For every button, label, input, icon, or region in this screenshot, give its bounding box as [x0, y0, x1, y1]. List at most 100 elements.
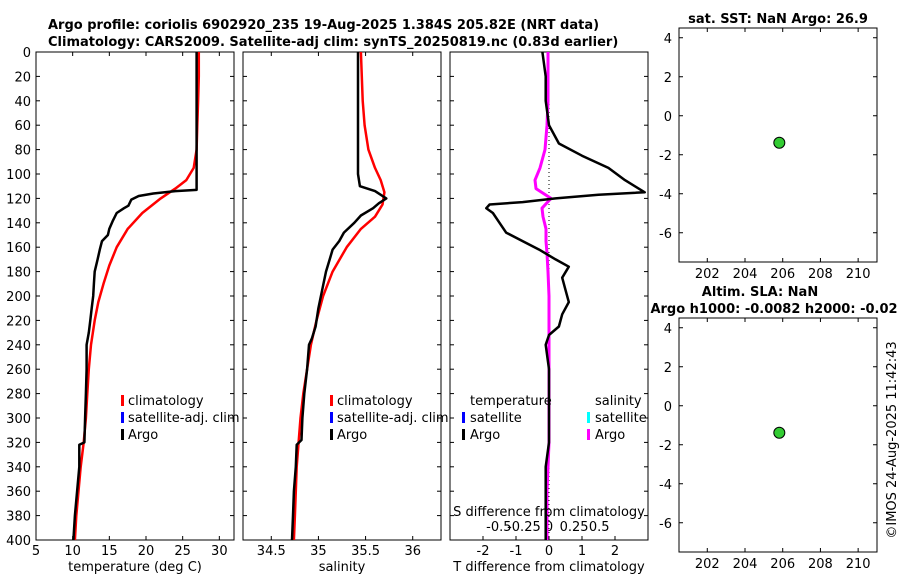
legend-argo-s-swatch	[587, 429, 590, 440]
legend-satellite-label: satellite-adj. clim	[337, 411, 449, 426]
temperature-plot: 0 20 40 60 80 100 120 140 160 180 200 220 240 260 280 3…	[6, 46, 234, 559]
depth-tick-label: 160	[6, 241, 31, 256]
legend-satellite-swatch	[121, 412, 124, 423]
y-tick-label: 2	[664, 361, 672, 376]
profile-location-marker	[773, 426, 786, 439]
legend-climatology-swatch	[330, 395, 333, 406]
depth-tick-label: 260	[6, 363, 31, 378]
depth-tick-label: 220	[6, 314, 31, 329]
x-tick-label: 204	[733, 267, 758, 282]
y-tick-label: 0	[664, 400, 672, 415]
sla-axes	[678, 317, 878, 553]
depth-tick-label: 400	[6, 534, 31, 549]
depth-tick-label: 0	[23, 46, 31, 61]
y-tick-label: -2	[659, 149, 672, 164]
y-tick-label: 0	[664, 110, 672, 125]
x-tick-label: 35	[310, 544, 327, 559]
depth-tick-label: 60	[14, 119, 31, 134]
s-tick-label: 0	[545, 520, 553, 535]
depth-tick-label: 280	[6, 388, 31, 403]
s-tick-label: 0.5	[589, 520, 610, 535]
legend-climatology-swatch	[121, 395, 124, 406]
profile-location-marker	[773, 136, 786, 149]
x-tick-label: 35.5	[351, 544, 380, 559]
depth-tick-label: 360	[6, 485, 31, 500]
legend-argo-t-label: Argo	[470, 428, 500, 443]
y-tick-label: 4	[664, 322, 672, 337]
legend-satellite-label: satellite-adj. clim	[128, 411, 240, 426]
series-argo-line	[72, 52, 198, 541]
temperature-axes	[35, 51, 235, 541]
x-tick-label: 210	[846, 267, 871, 282]
depth-tick-label: 320	[6, 436, 31, 451]
x-tick-label: -2	[477, 544, 490, 559]
depth-tick-label: 200	[6, 290, 31, 305]
depth-tick-label: 20	[14, 70, 31, 85]
x-tick-label: 210	[846, 557, 871, 572]
depth-tick-label: 120	[6, 192, 31, 207]
y-tick-label: 2	[664, 71, 672, 86]
y-tick-label: -6	[659, 227, 672, 242]
x-tick-label: 34.5	[257, 544, 286, 559]
x-tick-label: 2	[611, 544, 619, 559]
x-tick-label: 0	[545, 544, 553, 559]
temperature-xlabel: temperature (deg C)	[68, 560, 202, 575]
sst-axes	[678, 27, 878, 263]
x-tick-label: 25	[174, 544, 191, 559]
x-tick-label: 206	[770, 267, 795, 282]
x-tick-label: 206	[770, 557, 795, 572]
x-tick-label: 5	[32, 544, 40, 559]
legend-climatology-label: climatology	[337, 394, 413, 409]
imos-watermark: ©IMOS 24-Aug-2025 11:42:43	[885, 341, 900, 538]
legend-satellite-s-label: satellite	[595, 411, 647, 426]
series-argo-temperature-line	[485, 51, 646, 540]
legend-argo-t-swatch	[462, 429, 465, 440]
y-tick-label: 4	[664, 32, 672, 47]
x-tick-label: -1	[510, 544, 523, 559]
difference-plot: -2 -1 0 1 2 -0.5-0.25 0 0.25 0.5	[450, 51, 648, 559]
sla-title-1: Altim. SLA: NaN	[702, 285, 818, 300]
x-tick-label: 1	[578, 544, 586, 559]
y-tick-label: -6	[659, 517, 672, 532]
legend-satellite-t-swatch	[462, 412, 465, 423]
legend-satellite-swatch	[330, 412, 333, 423]
y-tick-label: -2	[659, 439, 672, 454]
depth-tick-label: 40	[14, 95, 31, 110]
legend-argo-label: Argo	[337, 428, 367, 443]
depth-tick-label: 80	[14, 144, 31, 159]
depth-tick-label: 300	[6, 412, 31, 427]
x-tick-label: 10	[64, 544, 81, 559]
x-tick-label: 202	[695, 267, 720, 282]
legend-satellite-t-label: satellite	[470, 411, 522, 426]
x-tick-label: 204	[733, 557, 758, 572]
depth-tick-label: 340	[6, 461, 31, 476]
y-tick-label: -4	[659, 188, 672, 203]
legend-argo-swatch	[121, 429, 124, 440]
legend-argo-s-label: Argo	[595, 428, 625, 443]
sla-title-2: Argo h1000: -0.0082 h2000: -0.02	[650, 302, 897, 317]
salinity-plot: 34.5 35 35.5 36	[243, 51, 441, 559]
difference-top-label: S difference from climatology	[453, 505, 645, 520]
x-tick-label: 20	[138, 544, 155, 559]
x-tick-label: 15	[101, 544, 118, 559]
difference-xlabel: T difference from climatology	[452, 560, 645, 575]
s-tick-label: -0.5	[486, 520, 511, 535]
series-climatology-line	[292, 51, 386, 541]
title-line-1: Argo profile: coriolis 6902920_235 19-Au…	[48, 18, 599, 33]
title-line-2: Climatology: CARS2009. Satellite-adj cli…	[48, 35, 618, 50]
sst-title: sat. SST: NaN Argo: 26.9	[688, 12, 868, 27]
depth-tick-label: 380	[6, 510, 31, 525]
sla-plot: 202 204 206 208 210 -6 -4 -2 0 2 4	[659, 318, 877, 572]
legend-salinity-heading: salinity	[595, 394, 642, 409]
difference-legend: temperature salinity satellite Argo sate…	[462, 394, 647, 443]
series-argo-line	[290, 52, 388, 541]
depth-tick-label: 140	[6, 217, 31, 232]
depth-tick-label: 180	[6, 266, 31, 281]
x-tick-label: 30	[211, 544, 228, 559]
salinity-axes	[242, 51, 442, 541]
s-tick-label: 0.25	[560, 520, 589, 535]
legend-argo-label: Argo	[128, 428, 158, 443]
x-tick-label: 208	[808, 557, 833, 572]
depth-tick-label: 240	[6, 339, 31, 354]
